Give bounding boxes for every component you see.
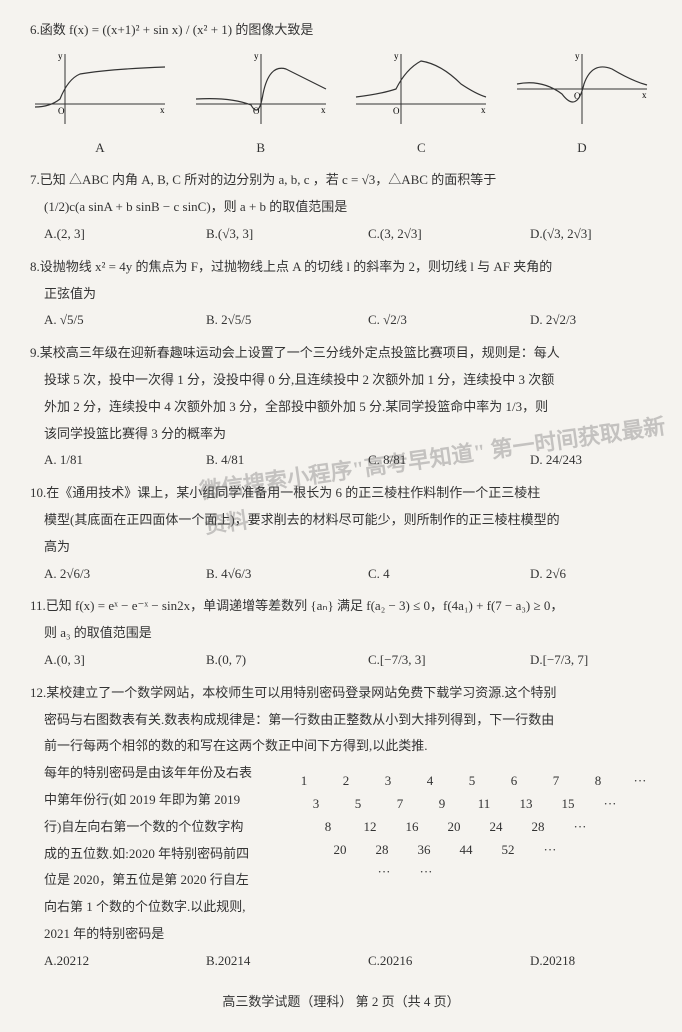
question-11: 11.已知 f(x) = eˣ − e⁻ˣ − sin2x，单调递增等差数列 {…: [30, 596, 652, 670]
q10-line3: 高为: [44, 537, 652, 558]
question-8: 8.设抛物线 x² = 4y 的焦点为 F，过抛物线上点 A 的切线 l 的斜率…: [30, 257, 652, 331]
q12-line3: 前一行每两个相邻的数的和写在这两个数正中间下方得到,以此类推.: [44, 736, 652, 757]
q10-opt-d: D. 2√6: [530, 564, 652, 585]
q9-line2: 投球 5 次，投中一次得 1 分，没投中得 0 分,且连续投中 2 次额外加 1…: [44, 370, 652, 391]
q7-opt-a: A.(2, 3]: [44, 224, 166, 245]
q7-options: A.(2, 3] B.(√3, 3] C.(3, 2√3] D.(√3, 2√3…: [44, 224, 652, 245]
svg-text:y: y: [575, 51, 580, 61]
q9-opt-d: D. 24/243: [530, 450, 652, 471]
q10-line1: 10.在《通用技术》课上，某小组同学准备用一根长为 6 的正三棱柱作料制作一个正…: [30, 483, 652, 504]
label-b: B: [191, 138, 331, 159]
q11-line2: 则 a₃ 的取值范围是: [44, 623, 652, 644]
q9-line4: 该同学投篮比赛得 3 分的概率为: [44, 424, 652, 445]
q7-opt-c: C.(3, 2√3]: [368, 224, 490, 245]
q12-opt-a: A.20212: [44, 951, 166, 972]
svg-text:x: x: [481, 105, 486, 115]
svg-text:O: O: [58, 106, 65, 116]
table-row-1: 12345678···: [292, 771, 652, 792]
q10-opt-a: A. 2√6/3: [44, 564, 166, 585]
q8-opt-a: A. √5/5: [44, 310, 166, 331]
q11-line1: 11.已知 f(x) = eˣ − e⁻ˣ − sin2x，单调递增等差数列 {…: [30, 596, 652, 617]
q12-opt-c: C.20216: [368, 951, 490, 972]
svg-text:x: x: [321, 105, 326, 115]
q12-line6: 行)自左向右第一个数的个位数字构: [44, 817, 272, 838]
q11-opt-d: D.[−7/3, 7]: [530, 650, 652, 671]
q8-opt-d: D. 2√2/3: [530, 310, 652, 331]
table-row-3: 81216202428···: [316, 817, 652, 838]
q12-opt-b: B.20214: [206, 951, 328, 972]
question-7: 7.已知 △ABC 内角 A, B, C 所对的边分别为 a, b, c ，若 …: [30, 170, 652, 244]
q7-line1: 7.已知 △ABC 内角 A, B, C 所对的边分别为 a, b, c ，若 …: [30, 170, 652, 191]
q12-opt-d: D.20218: [530, 951, 652, 972]
q7-opt-d: D.(√3, 2√3]: [530, 224, 652, 245]
graph-a: x y O A: [30, 49, 170, 159]
page-footer: 高三数学试题（理科） 第 2 页（共 4 页）: [30, 992, 652, 1013]
q6-graphs: x y O A x y O B x y O C: [30, 49, 652, 159]
svg-text:y: y: [58, 51, 63, 61]
svg-text:y: y: [254, 51, 259, 61]
q8-opt-c: C. √2/3: [368, 310, 490, 331]
q10-options: A. 2√6/3 B. 4√6/3 C. 4 D. 2√6: [44, 564, 652, 585]
question-6: 6.函数 f(x) = ((x+1)² + sin x) / (x² + 1) …: [30, 20, 652, 158]
q12-line5: 中第年份行(如 2019 年即为第 2019: [44, 790, 272, 811]
q12-line1: 12.某校建立了一个数学网站，本校师生可以用特别密码登录网站免费下载学习资源.这…: [30, 683, 652, 704]
q12-line9: 向右第 1 个数的个位数字.以此规则,: [44, 897, 272, 918]
table-row-4: 2028364452···: [328, 840, 652, 861]
q8-line1: 8.设抛物线 x² = 4y 的焦点为 F，过抛物线上点 A 的切线 l 的斜率…: [30, 257, 652, 278]
q8-line2: 正弦值为: [44, 284, 652, 305]
q10-line2: 模型(其底面在正四面体一个面上)，要求削去的材料尽可能少，则所制作的正三棱柱模型…: [44, 510, 652, 531]
q12-line10: 2021 年的特别密码是: [44, 924, 652, 945]
q7-line2: (1/2)c(a sinA + b sinB − c sinC)，则 a + b…: [44, 197, 652, 218]
q9-options: A. 1/81 B. 4/81 C. 8/81 D. 24/243: [44, 450, 652, 471]
question-10: 10.在《通用技术》课上，某小组同学准备用一根长为 6 的正三棱柱作料制作一个正…: [30, 483, 652, 584]
q9-opt-a: A. 1/81: [44, 450, 166, 471]
q11-opt-b: B.(0, 7): [206, 650, 328, 671]
q11-opt-c: C.[−7/3, 3]: [368, 650, 490, 671]
label-d: D: [512, 138, 652, 159]
q10-opt-c: C. 4: [368, 564, 490, 585]
label-c: C: [351, 138, 491, 159]
q9-opt-b: B. 4/81: [206, 450, 328, 471]
label-a: A: [30, 138, 170, 159]
q12-line4: 每年的特别密码是由该年年份及右表: [44, 763, 272, 784]
q8-opt-b: B. 2√5/5: [206, 310, 328, 331]
graph-b: xy O B: [191, 49, 331, 159]
number-triangle: 12345678··· 3579111315··· 81216202428···…: [292, 771, 652, 916]
table-row-2: 3579111315···: [304, 794, 652, 815]
q11-opt-a: A.(0, 3]: [44, 650, 166, 671]
graph-c: x y O C: [351, 49, 491, 159]
q9-line1: 9.某校高三年级在迎新春趣味运动会上设置了一个三分线外定点投篮比赛项目，规则是：…: [30, 343, 652, 364]
svg-text:x: x: [160, 105, 165, 115]
q12-line8: 位是 2020，第五位是第 2020 行自左: [44, 870, 272, 891]
q12-line7: 成的五位数.如:2020 年特别密码前四: [44, 844, 272, 865]
q7-opt-b: B.(√3, 3]: [206, 224, 328, 245]
q8-options: A. √5/5 B. 2√5/5 C. √2/3 D. 2√2/3: [44, 310, 652, 331]
q9-line3: 外加 2 分，连续投中 4 次额外加 3 分，全部投中额外加 5 分.某同学投篮…: [44, 397, 652, 418]
graph-d: xy O D: [512, 49, 652, 159]
q9-opt-c: C. 8/81: [368, 450, 490, 471]
q6-text: 6.函数 f(x) = ((x+1)² + sin x) / (x² + 1) …: [30, 20, 652, 41]
q12-options: A.20212 B.20214 C.20216 D.20218: [44, 951, 652, 972]
svg-text:x: x: [642, 90, 647, 100]
svg-text:y: y: [394, 51, 399, 61]
question-12: 12.某校建立了一个数学网站，本校师生可以用特别密码登录网站免费下载学习资源.这…: [30, 683, 652, 972]
q12-line2: 密码与右图数表有关.数表构成规律是：第一行数由正整数从小到大排列得到，下一行数由: [44, 710, 652, 731]
svg-text:O: O: [393, 106, 400, 116]
table-row-5: ······: [372, 862, 652, 883]
q11-options: A.(0, 3] B.(0, 7) C.[−7/3, 3] D.[−7/3, 7…: [44, 650, 652, 671]
question-9: 9.某校高三年级在迎新春趣味运动会上设置了一个三分线外定点投篮比赛项目，规则是：…: [30, 343, 652, 471]
q10-opt-b: B. 4√6/3: [206, 564, 328, 585]
